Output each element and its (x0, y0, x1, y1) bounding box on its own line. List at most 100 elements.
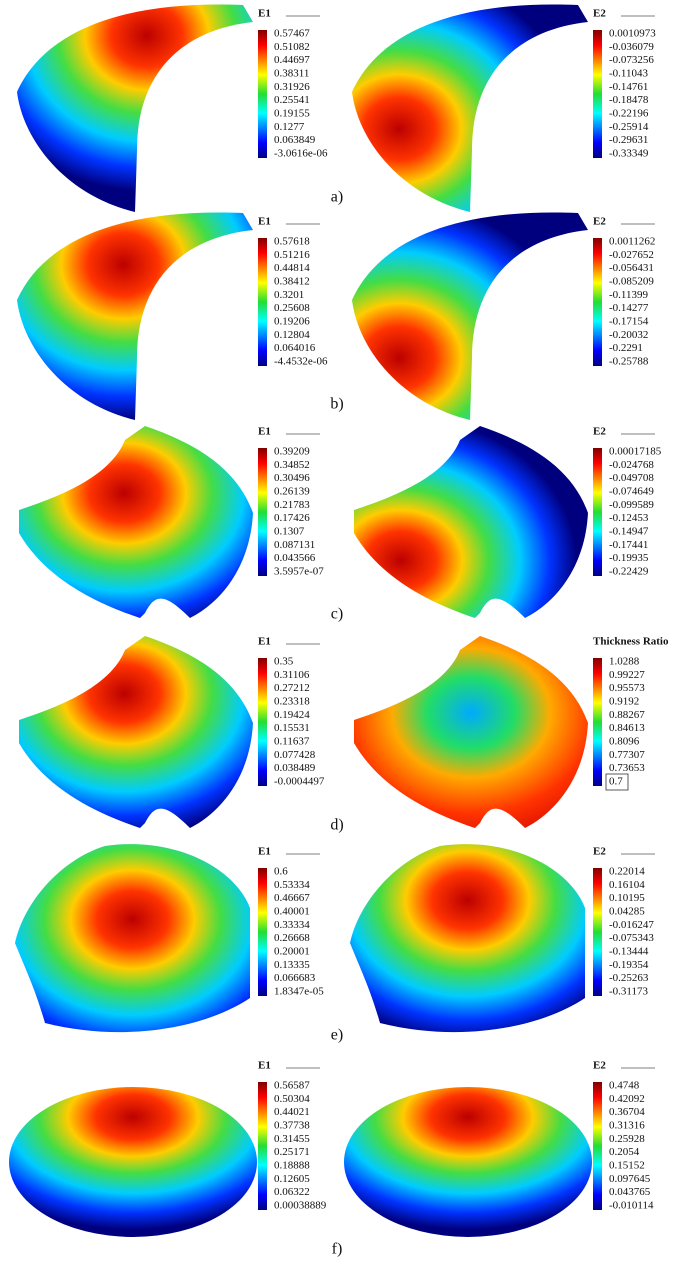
panel-label: f) (332, 1241, 343, 1258)
contour-plot (354, 636, 588, 828)
colorbar (593, 238, 602, 366)
colorbar-label: 0.11637 (274, 736, 310, 748)
colorbar-label: 0.38311 (274, 68, 309, 80)
colorbar-label: 0.20001 (274, 946, 310, 958)
colorbar-label: 0.25928 (609, 1133, 645, 1145)
colorbar-label: -0.073256 (609, 54, 654, 66)
colorbar-title: E1 (258, 216, 271, 228)
colorbar-label: 0.51216 (274, 249, 310, 261)
colorbar-label: 0.0010973 (609, 28, 656, 40)
part-shape (19, 426, 253, 618)
part-shape (17, 4, 253, 212)
colorbar-label: 0.12605 (274, 1173, 310, 1185)
colorbar (258, 658, 267, 786)
colorbar-label: 0.39209 (274, 446, 310, 458)
colorbar-label: 0.30496 (274, 472, 310, 484)
contour-plot (352, 4, 588, 212)
colorbar-label: -4.4532e-06 (274, 356, 328, 368)
colorbar-label: 0.12804 (274, 329, 310, 341)
colorbar-title: E1 (258, 8, 271, 20)
colorbar-label: 0.097645 (609, 1173, 651, 1185)
colorbar-label: -0.19354 (609, 959, 649, 971)
contour-plot (17, 212, 253, 420)
part-shape (19, 636, 253, 828)
colorbar-label: 0.46667 (274, 892, 310, 904)
part-shape (352, 4, 588, 212)
colorbar-label: -0.024768 (609, 459, 654, 471)
colorbar-label: -0.14947 (609, 526, 649, 538)
colorbar-label: -0.18478 (609, 94, 649, 106)
colorbar-label: -0.25263 (609, 972, 649, 984)
part-shape (15, 844, 250, 1032)
colorbar-label: 0.31316 (609, 1120, 645, 1132)
colorbar (593, 448, 602, 576)
colorbar-label: 0.06322 (274, 1186, 310, 1198)
colorbar-label: 0.44814 (274, 262, 310, 274)
colorbar-label: 1.8347e-05 (274, 986, 324, 998)
part-shape (344, 1087, 592, 1237)
colorbar-label: -0.010114 (609, 1200, 654, 1212)
colorbar-label: 0.066683 (274, 972, 316, 984)
colorbar-label: 0.26668 (274, 932, 310, 944)
colorbar-label: 0.25541 (274, 94, 310, 106)
contour-plot (354, 426, 588, 618)
colorbar-label: -0.33349 (609, 148, 649, 160)
colorbar-label: 0.27212 (274, 682, 310, 694)
colorbar-label: 0.34852 (274, 459, 310, 471)
colorbar-label: -0.027652 (609, 249, 654, 261)
colorbar-label: 0.04285 (609, 906, 645, 918)
colorbar-label: 0.88267 (609, 709, 645, 721)
colorbar-label: -0.22429 (609, 566, 649, 578)
part-shape (354, 636, 588, 828)
colorbar (593, 658, 602, 786)
colorbar-label: 0.57467 (274, 28, 310, 40)
colorbar-label: 0.15531 (274, 722, 310, 734)
colorbar-label: 0.7 (609, 776, 623, 788)
colorbar (258, 868, 267, 996)
colorbar (258, 1082, 267, 1210)
colorbar (258, 448, 267, 576)
colorbar-label: 0.8096 (609, 736, 640, 748)
colorbar-label: -0.2291 (609, 342, 643, 354)
colorbar-label: 0.73653 (609, 762, 645, 774)
contour-plot (19, 636, 253, 828)
colorbar-label: 0.1307 (274, 526, 305, 538)
colorbar-label: 1.0288 (609, 656, 640, 668)
colorbar-label: 0.44021 (274, 1106, 310, 1118)
panel-label: d) (330, 817, 343, 834)
colorbar-label: 0.25608 (274, 302, 310, 314)
colorbar-label: 0.043765 (609, 1186, 651, 1198)
colorbar-label: 0.44697 (274, 54, 310, 66)
colorbar-label: -0.25914 (609, 121, 649, 133)
colorbar-title: Thickness Ratio (593, 636, 669, 648)
part-shape (350, 844, 585, 1032)
colorbar-label: 0.31455 (274, 1133, 310, 1145)
colorbar-label: 0.15152 (609, 1160, 645, 1172)
panel-label: c) (331, 606, 343, 623)
colorbar-label: 0.6 (274, 866, 288, 878)
colorbar-title: E1 (258, 426, 271, 438)
colorbar-label: 0.25171 (274, 1146, 310, 1158)
colorbar-label: 0.063849 (274, 134, 316, 146)
colorbar-label: -0.075343 (609, 932, 654, 944)
colorbar-label: 0.31106 (274, 669, 310, 681)
colorbar (593, 30, 602, 158)
contour-plot (15, 844, 250, 1032)
colorbar-title: E1 (258, 636, 271, 648)
colorbar-label: -0.056431 (609, 262, 654, 274)
colorbar-label: 0.99227 (609, 669, 645, 681)
colorbar-label: 0.064016 (274, 342, 316, 354)
colorbar-label: 0.22014 (609, 866, 645, 878)
colorbar (593, 1082, 602, 1210)
colorbar-label: 0.2054 (609, 1146, 640, 1158)
colorbar-label: -3.0616e-06 (274, 148, 328, 160)
colorbar-label: 0.038489 (274, 762, 316, 774)
colorbar-label: 0.21783 (274, 499, 310, 511)
colorbar-label: 0.00017185 (609, 446, 662, 458)
contour-plot (350, 844, 585, 1032)
colorbar-label: 0.95573 (609, 682, 645, 694)
colorbar-label: 0.1277 (274, 121, 305, 133)
colorbar-label: 0.4748 (609, 1080, 640, 1092)
colorbar-label: 0.84613 (609, 722, 645, 734)
colorbar-label: 0.50304 (274, 1093, 310, 1105)
